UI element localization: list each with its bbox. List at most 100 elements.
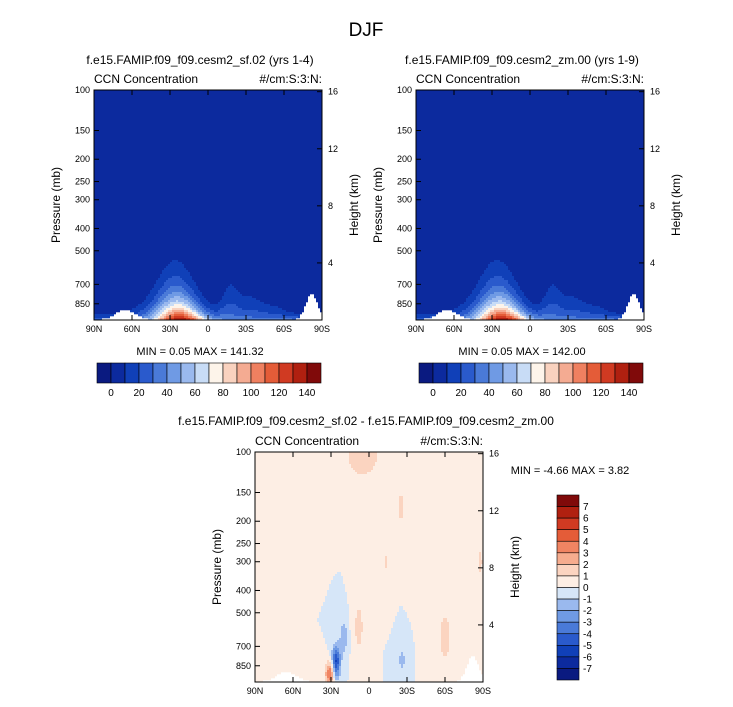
contour-cell — [282, 314, 300, 317]
contour-cell — [339, 660, 341, 663]
contour-cell — [504, 278, 514, 281]
contour-cell — [347, 628, 349, 631]
contour-cell — [383, 666, 401, 669]
contour-cell — [198, 316, 202, 319]
contour-cell — [321, 626, 341, 629]
colorbar-box — [556, 610, 580, 623]
contour-cell — [401, 664, 403, 667]
contour-cell — [255, 606, 321, 609]
contour-cell — [383, 676, 415, 679]
contour-cell — [508, 308, 512, 311]
contour-cell — [168, 304, 174, 307]
axes: 90N 60N 30N 0 30S 60S 90S100150200250300400500… — [49, 85, 361, 334]
contour-cell — [488, 264, 506, 267]
contour-cell — [150, 316, 154, 319]
contour-cell — [325, 642, 335, 645]
height-axis-label: Height (km) — [347, 174, 361, 236]
contour-cell — [486, 284, 510, 287]
contour-cell — [415, 676, 461, 679]
figure-title: DJF — [349, 20, 384, 41]
contour-cell — [186, 306, 190, 309]
contour-cell — [349, 674, 383, 677]
colorbar-box — [432, 362, 448, 384]
contour-cell — [182, 292, 188, 295]
colorbar-label: -4 — [583, 629, 592, 640]
contour-cell — [255, 474, 483, 477]
contour-cell — [192, 278, 322, 281]
contour-cell — [355, 632, 361, 635]
contour-cell — [416, 138, 644, 141]
contour-cell — [333, 656, 335, 659]
contour-cell — [329, 654, 331, 657]
contour-cell — [166, 290, 186, 293]
contour-cell — [158, 278, 168, 281]
contour-cell — [255, 564, 385, 567]
contour-cell — [460, 312, 468, 315]
colorbar-label: 20 — [455, 388, 467, 399]
contour-cell — [383, 652, 401, 655]
contour-cell — [416, 158, 644, 161]
contour-cell — [337, 572, 341, 575]
contour-cell — [164, 292, 172, 295]
contour-cell — [200, 300, 208, 303]
contour-cell — [206, 310, 214, 313]
contour-cell — [357, 642, 361, 645]
contour-cell — [255, 584, 329, 587]
contour-cell — [355, 634, 361, 637]
contour-cell — [94, 196, 322, 199]
contour-cell — [449, 626, 483, 629]
contour-cell — [349, 458, 377, 461]
colorbar-box — [516, 362, 532, 384]
contour-cell — [375, 462, 483, 465]
contour-cell — [443, 620, 447, 623]
contour-cell — [449, 624, 483, 627]
contour-cell — [415, 668, 465, 671]
contour-cell — [528, 310, 536, 313]
contour-cell — [480, 316, 482, 319]
contour-cell — [556, 314, 604, 317]
contour-cell — [94, 110, 322, 113]
contour-cell — [449, 644, 483, 647]
contour-cell — [415, 660, 469, 663]
contour-cell — [316, 300, 322, 303]
contour-cell — [552, 284, 554, 287]
colorbar-box — [628, 362, 644, 384]
contour-cell — [464, 316, 466, 319]
contour-cell — [164, 316, 166, 319]
contour-cell — [341, 666, 349, 669]
contour-cell — [94, 264, 168, 267]
contour-cell — [449, 622, 483, 625]
contour-cell — [154, 296, 160, 299]
contour-cell — [355, 626, 363, 629]
contour-cell — [399, 658, 405, 661]
colorbar-label: 5 — [583, 525, 589, 536]
contour-cell — [331, 662, 333, 665]
y-tick-label: 250 — [397, 177, 412, 187]
contour-cell — [482, 274, 512, 277]
contour-cell — [476, 298, 480, 301]
contour-cell — [337, 654, 339, 657]
x-tick-label: 0 — [205, 324, 210, 334]
contour-cell — [270, 304, 306, 307]
contour-cell — [208, 314, 214, 317]
contour-cell — [409, 620, 443, 623]
colorbar-box — [556, 540, 580, 554]
contour-cell — [383, 660, 399, 663]
contour-cell — [255, 558, 385, 561]
contour-cell — [226, 304, 236, 307]
contour-cell — [474, 310, 478, 313]
contour-cell — [196, 316, 198, 319]
contour-cell — [345, 648, 351, 651]
colorbar-label: 100 — [565, 388, 582, 399]
contour-cell — [506, 316, 512, 319]
contour-cell — [347, 640, 351, 643]
colorbar-box — [250, 362, 266, 384]
contour-cell — [415, 680, 457, 683]
contour-cell — [363, 622, 393, 625]
contour-cell — [94, 280, 156, 283]
contour-cell — [94, 314, 114, 317]
contour-cell — [468, 296, 476, 299]
contour-cell — [255, 466, 351, 469]
contour-cell — [590, 312, 616, 315]
colorbar-box — [418, 362, 434, 384]
